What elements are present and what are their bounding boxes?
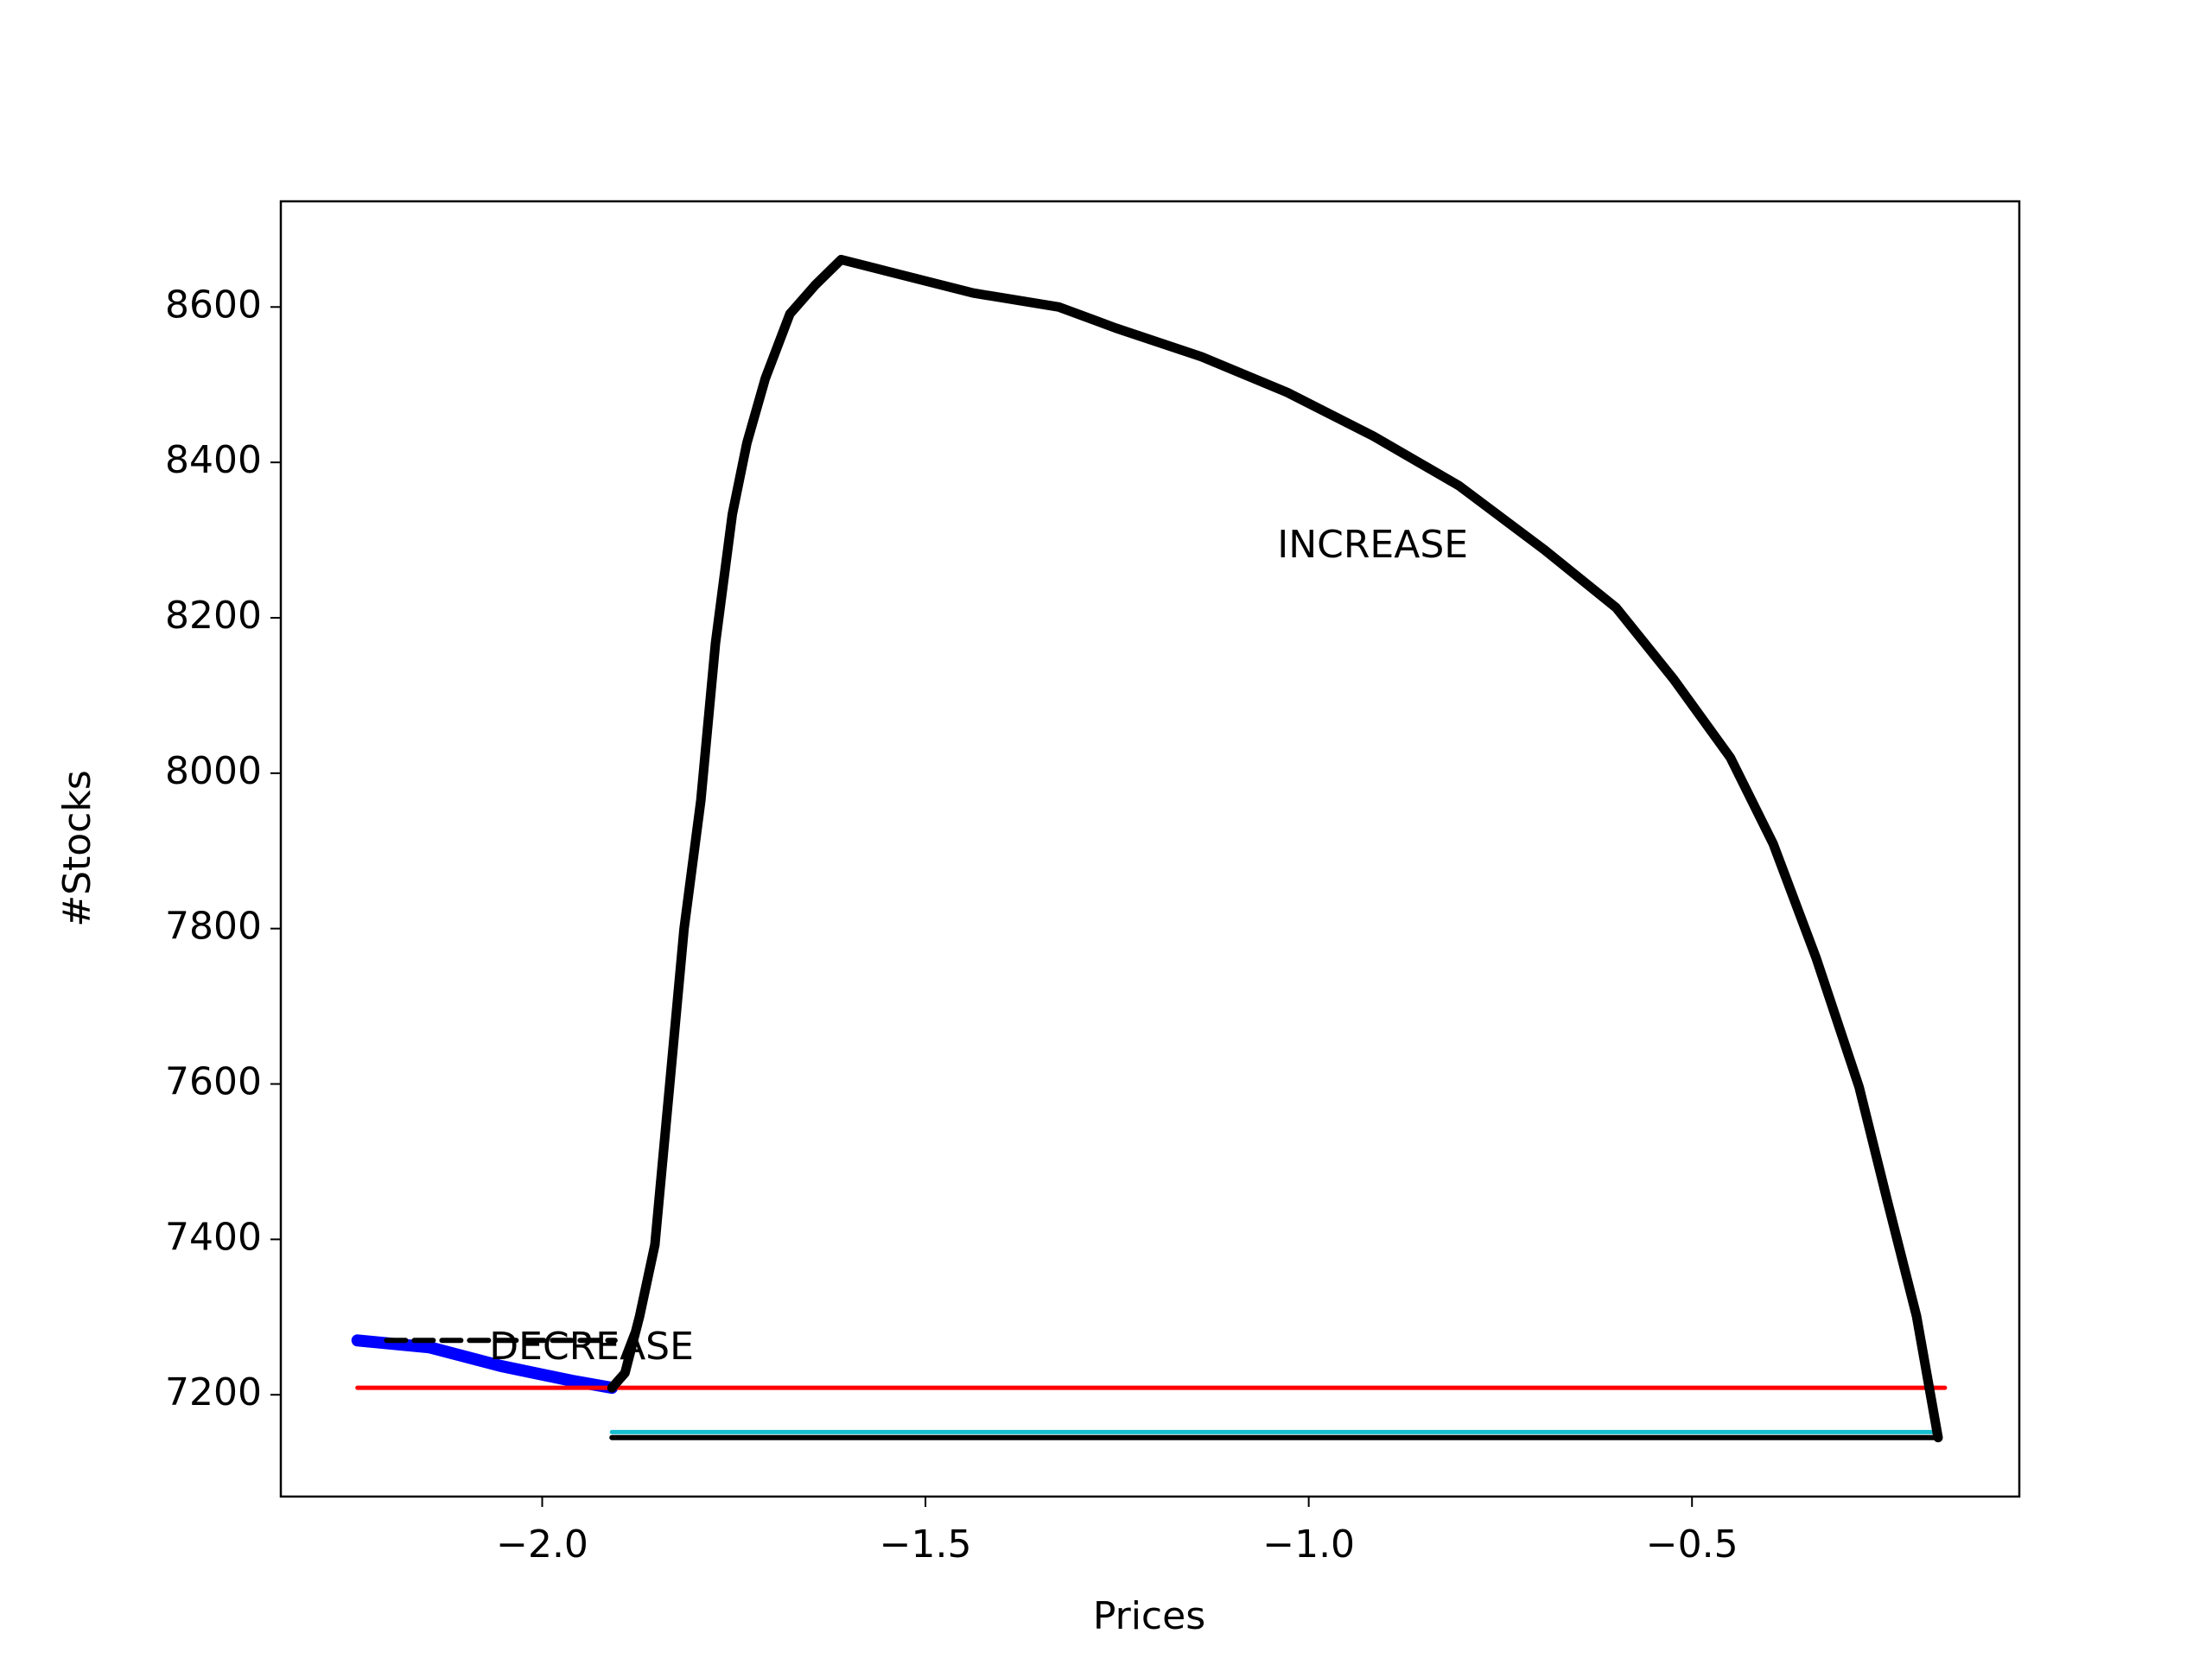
x-tick-label: −2.0 xyxy=(496,1522,588,1567)
y-tick-label: 8400 xyxy=(165,438,262,482)
y-axis-label: #Stocks xyxy=(55,770,99,927)
y-tick-label: 7400 xyxy=(165,1215,262,1259)
x-tick-label: −1.0 xyxy=(1262,1522,1355,1567)
plot-frame xyxy=(279,200,2021,1498)
x-tick-label: −0.5 xyxy=(1646,1522,1738,1567)
y-tick-label: 7600 xyxy=(165,1060,262,1104)
x-tick-label: −1.5 xyxy=(880,1522,972,1567)
y-tick-label: 7800 xyxy=(165,905,262,949)
y-tick-label: 8000 xyxy=(165,749,262,793)
annotation: INCREASE xyxy=(1277,523,1468,567)
y-tick-label: 8600 xyxy=(165,283,262,327)
annotation: DECREASE xyxy=(489,1325,694,1369)
x-axis-label: Prices xyxy=(1093,1594,1205,1638)
y-tick-label: 8200 xyxy=(165,594,262,638)
y-tick-label: 7200 xyxy=(165,1370,262,1414)
line-series xyxy=(607,254,1943,1443)
line-series xyxy=(351,1334,619,1395)
